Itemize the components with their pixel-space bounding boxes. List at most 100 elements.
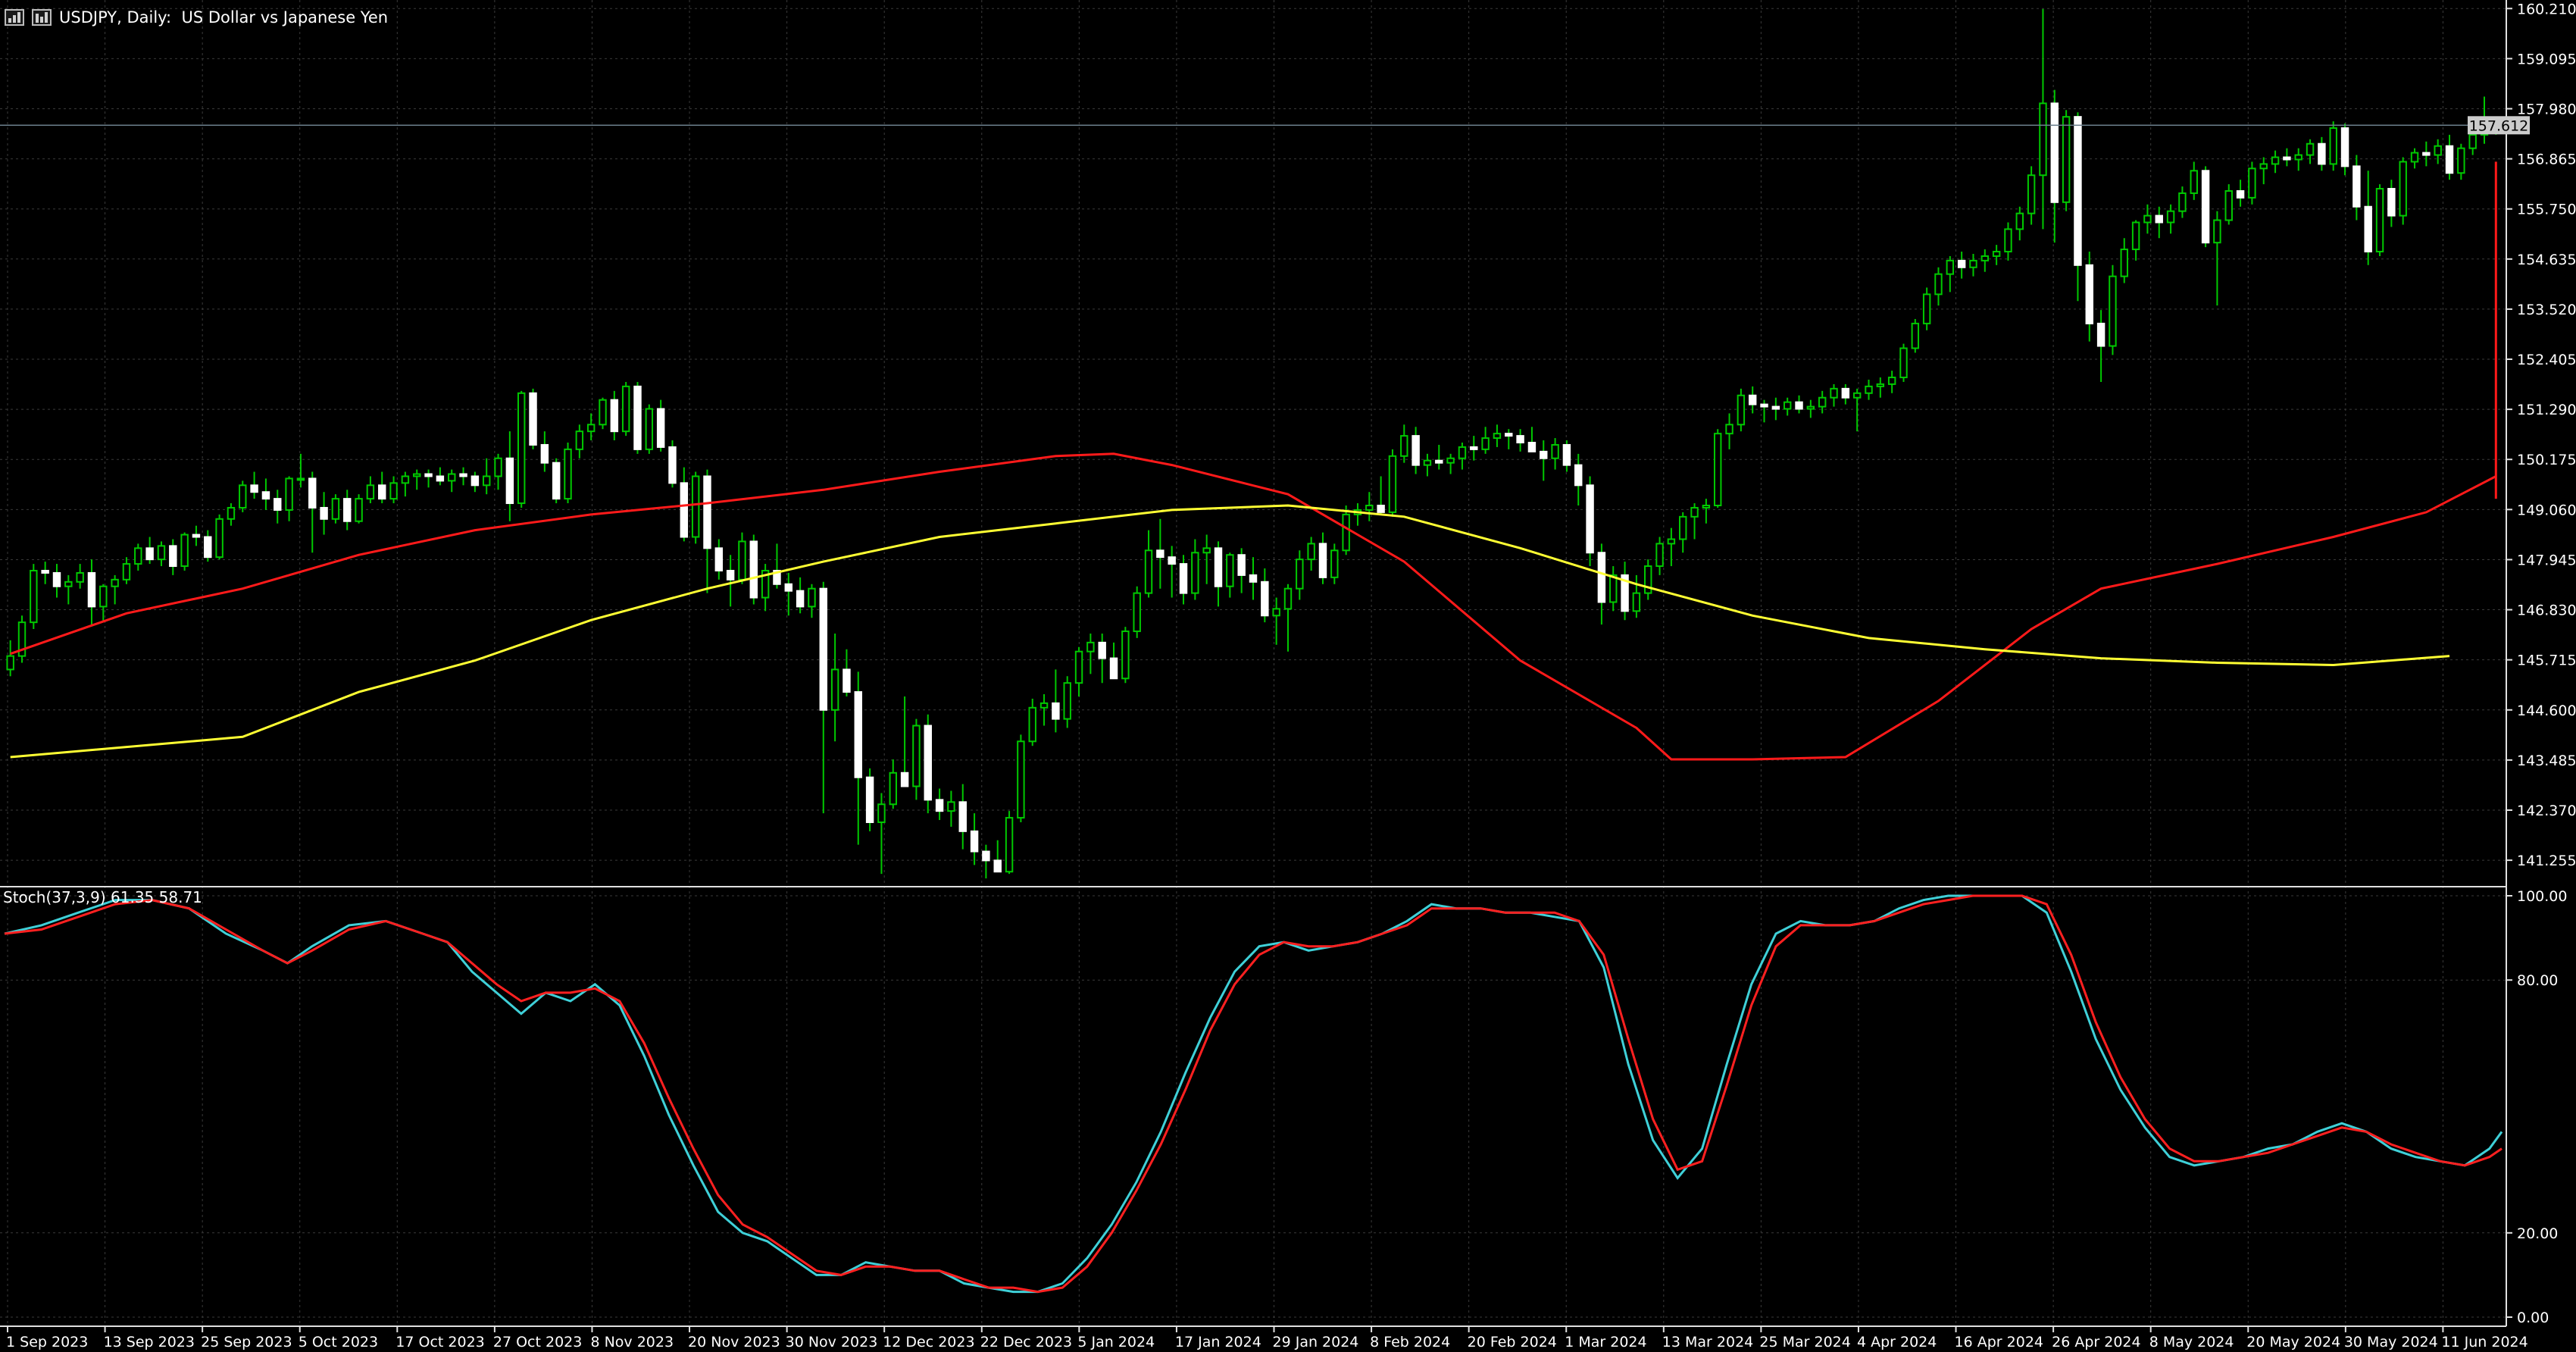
candle-bear — [424, 473, 433, 477]
candle-bear — [1377, 505, 1385, 513]
candle-bear — [1098, 641, 1106, 659]
candle-bull — [2062, 116, 2071, 203]
time-label: 17 Oct 2023 — [395, 1334, 484, 1350]
candle-bear — [2364, 205, 2372, 253]
candle-bull — [64, 581, 73, 587]
candle-bear — [1540, 450, 1548, 459]
candle-bear — [924, 725, 932, 801]
candle-bull — [111, 578, 119, 587]
candle-bear — [1470, 446, 1478, 450]
candle-bull — [761, 569, 770, 599]
bar-chart-icon[interactable] — [32, 9, 52, 26]
stochastic-lines — [4, 894, 2503, 1294]
stochastic-title: Stoch(37,3,9) 61.35 58.71 — [3, 888, 202, 906]
candle-bull — [2399, 161, 2407, 217]
price-label: 152.405 — [2517, 352, 2576, 368]
chart-title: USDJPY, Daily: US Dollar vs Japanese Yen — [59, 8, 389, 27]
candle-bear — [1435, 459, 1443, 464]
price-label: 155.750 — [2517, 202, 2576, 218]
candle-bull — [1493, 433, 1502, 440]
candle-bull — [738, 540, 746, 581]
chart-header: USDJPY, Daily: US Dollar vs Japanese Yen — [5, 5, 388, 30]
candle-bear — [2283, 156, 2291, 161]
candle-bull — [2457, 147, 2465, 174]
candle-bull — [2004, 228, 2012, 253]
chart-menu-icon[interactable] — [5, 9, 24, 26]
candle-bear — [2352, 165, 2361, 208]
candle-bull — [1806, 405, 1815, 410]
stochastic-axis: 100.00 80.00 20.00 0.00 — [2506, 888, 2567, 1326]
candle-bull — [482, 475, 491, 487]
price-axis: 160.210 159.095 157.980 156.865 155.750 154.6… — [2506, 1, 2576, 869]
candle-bear — [1574, 464, 1583, 487]
current-price-label: 157.612 — [2469, 117, 2529, 134]
candle-bear — [320, 506, 328, 520]
candle-bull — [2468, 133, 2477, 149]
candle-bull — [564, 448, 572, 500]
candle-bear — [204, 536, 212, 559]
candle-bull — [180, 534, 189, 568]
candle-bull — [517, 392, 526, 505]
candle-bull — [2375, 188, 2384, 253]
candle-bull — [1969, 259, 1977, 268]
candle-bull — [1911, 322, 1920, 349]
candle-bull — [1365, 505, 1374, 511]
candle-bull — [2329, 127, 2337, 165]
candle-bull — [599, 399, 607, 426]
candle-bull — [1992, 251, 2001, 257]
time-label: 11 Jun 2024 — [2441, 1334, 2528, 1350]
candle-bear — [1214, 547, 1223, 587]
candle-bull — [1876, 383, 1885, 387]
current-price-marker: 157.612 — [2468, 116, 2530, 135]
candle-bear — [1562, 443, 1571, 466]
candle-bull — [1830, 387, 1838, 399]
candle-bull — [691, 475, 700, 538]
stoch-main-line — [4, 894, 2503, 1294]
candle-bear — [2236, 189, 2245, 199]
candle-bull — [2434, 145, 2442, 156]
candle-bear — [343, 498, 352, 522]
candle-bear — [1748, 394, 1757, 405]
candle-bull — [6, 655, 14, 671]
stoch-label: 80.00 — [2517, 972, 2558, 989]
candle-bear — [87, 571, 96, 608]
candle-bear — [2445, 145, 2454, 174]
candle-bull — [1551, 443, 1559, 459]
candle-bear — [843, 668, 851, 693]
candle-bear — [1597, 552, 1606, 603]
candle-bear — [308, 477, 317, 509]
candle-bear — [726, 569, 735, 581]
candle-bull — [2143, 214, 2152, 224]
candle-bear — [192, 534, 201, 538]
candle-bear — [505, 457, 514, 505]
candle-bull — [239, 484, 247, 509]
candle-bull — [1609, 574, 1618, 603]
candle-bull — [1400, 435, 1408, 457]
candle-bull — [447, 473, 456, 482]
candle-bull — [355, 498, 363, 522]
candle-bull — [157, 545, 166, 561]
candle-bull — [1191, 552, 1199, 594]
candle-bull — [1458, 446, 1467, 459]
price-label: 142.370 — [2517, 803, 2576, 819]
price-label: 154.635 — [2517, 252, 2576, 268]
candle-bull — [1121, 631, 1130, 680]
candle-bull — [2190, 170, 2198, 194]
candle-bull — [2166, 210, 2175, 224]
candle-bull — [2027, 174, 2036, 214]
candle-bull — [1423, 459, 1432, 466]
candle-bear — [900, 771, 909, 787]
candle-bull — [1039, 702, 1049, 709]
candle-bear — [2096, 322, 2106, 347]
time-label: 4 Apr 2024 — [1857, 1334, 1937, 1350]
candle-bear — [2422, 152, 2431, 156]
candle-bull — [1074, 650, 1083, 684]
candle-bull — [76, 571, 84, 583]
candle-bull — [1017, 740, 1025, 819]
candle-bull — [1690, 506, 1699, 518]
candle-bull — [1272, 608, 1280, 617]
candle-bear — [1527, 442, 1537, 452]
candle-bear — [2318, 142, 2326, 165]
